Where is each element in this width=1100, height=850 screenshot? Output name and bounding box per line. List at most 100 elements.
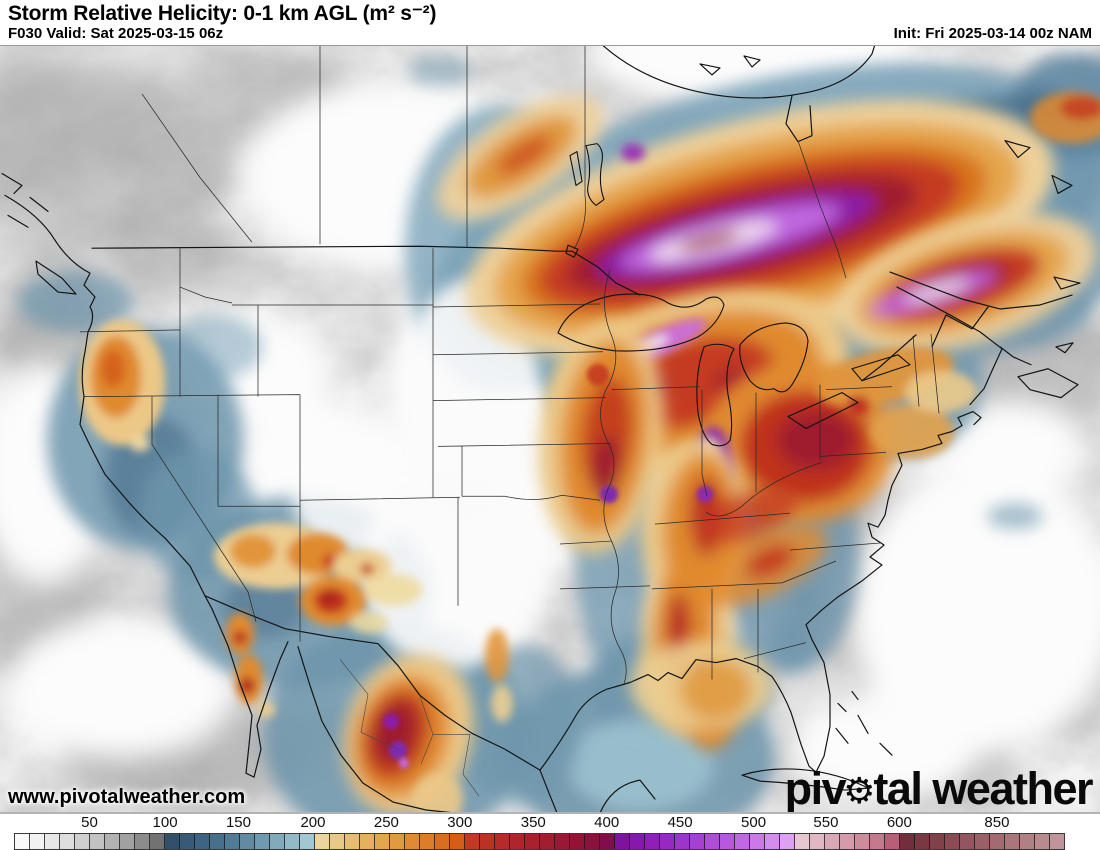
colorbar-swatch (750, 834, 765, 849)
logo-text-prefix: piv (784, 763, 847, 813)
mexico-state-lines (339, 659, 480, 797)
far-ne-patch (1030, 91, 1100, 144)
colorbar-swatch (720, 834, 735, 849)
colorbar-tick-label: 50 (81, 814, 98, 831)
colorbar-swatch (630, 834, 645, 849)
colorbar-swatch (510, 834, 525, 849)
helicity-map-canvas (0, 46, 1100, 813)
colorbar-swatches (14, 833, 1065, 850)
colorbar-swatch (90, 834, 105, 849)
state-border-layer (79, 46, 940, 684)
colorbar-tick-label: 350 (520, 814, 546, 831)
colorbar-tick-label: 500 (741, 814, 767, 831)
colorbar-swatch (585, 834, 600, 849)
colorbar-swatch (990, 834, 1005, 849)
colorbar-swatch (795, 834, 810, 849)
missouri-band (539, 319, 665, 554)
header: Storm Relative Helicity: 0-1 km AGL (m² … (0, 0, 1100, 45)
colorbar-swatch (195, 834, 210, 849)
colorbar-swatch (915, 834, 930, 849)
colorbar-swatch (30, 834, 45, 849)
colorbar-swatch (105, 834, 120, 849)
colorbar-swatch (825, 834, 840, 849)
colorbar-swatch (960, 834, 975, 849)
colorbar-swatch (390, 834, 405, 849)
colorbar-swatch (885, 834, 900, 849)
colorbar-swatch (735, 834, 750, 849)
colorbar-swatch (450, 834, 465, 849)
colorbar-tick-label: 550 (813, 814, 839, 831)
colorbar-swatch (540, 834, 555, 849)
gulf-coast-tan (630, 639, 774, 732)
colorbar-swatch (1050, 834, 1064, 849)
init-time-label: Init: Fri 2025-03-14 00z NAM (893, 25, 1092, 42)
valid-time-label: F030 Valid: Sat 2025-03-15 06z (8, 25, 224, 42)
colorbar-swatch (225, 834, 240, 849)
colorbar-swatch (600, 834, 615, 849)
colorbar-swatch (375, 834, 390, 849)
colorbar-swatch (300, 834, 315, 849)
colorbar-swatch (615, 834, 630, 849)
colorbar-tick-label: 400 (594, 814, 620, 831)
tn-purple-dot (697, 486, 713, 503)
colorbar-tick-label: 200 (300, 814, 326, 831)
colorbar-swatch (135, 834, 150, 849)
colorbar-tick-label: 100 (152, 814, 178, 831)
colorbar-swatch (570, 834, 585, 849)
colorbar-swatch (645, 834, 660, 849)
colorbar-tick-label: 300 (447, 814, 473, 831)
colorbar-swatch (765, 834, 780, 849)
mexico-minor-patches (413, 628, 513, 813)
colorbar-swatch (240, 834, 255, 849)
colorbar-swatch (315, 834, 330, 849)
colorbar-swatch (1020, 834, 1035, 849)
colorbar-swatch (1005, 834, 1020, 849)
colorbar-tick-label: 150 (225, 814, 251, 831)
coastline-layer (1, 46, 1081, 813)
mexico-purple-dots (383, 713, 409, 769)
west-tip-max (437, 95, 603, 220)
iowa-red-dot (587, 363, 609, 386)
colorbar-swatch (360, 834, 375, 849)
colorbar-swatch (525, 834, 540, 849)
colorbar: 50 100 150 200 250 300 350 400 450 500 550 600 850 (0, 812, 1100, 850)
colorbar-swatch (60, 834, 75, 849)
colorbar-swatch (1035, 834, 1050, 849)
colorbar-swatch (405, 834, 420, 849)
colorbar-swatch (435, 834, 450, 849)
colorbar-swatch (345, 834, 360, 849)
colorbar-swatch (660, 834, 675, 849)
colorbar-swatch (855, 834, 870, 849)
colorbar-swatch (75, 834, 90, 849)
colorbar-swatch (495, 834, 510, 849)
colorbar-swatch (15, 834, 30, 849)
colorbar-swatch (45, 834, 60, 849)
colorbar-swatch (150, 834, 165, 849)
pivotal-weather-logo: piv ⚙ tal weather (784, 763, 1094, 813)
colorbar-tick-label: 850 (984, 814, 1010, 831)
colorbar-swatch (120, 834, 135, 849)
colorbar-swatch (675, 834, 690, 849)
colorbar-swatch (420, 834, 435, 849)
colorbar-swatch (705, 834, 720, 849)
colorbar-swatch (255, 834, 270, 849)
colorbar-swatch (945, 834, 960, 849)
colorbar-tick-label: 600 (886, 814, 912, 831)
colorbar-swatch (210, 834, 225, 849)
colorbar-swatch (975, 834, 990, 849)
logo-text-suffix: tal weather (873, 763, 1093, 813)
page-title: Storm Relative Helicity: 0-1 km AGL (m² … (8, 2, 437, 25)
northeast-patches (816, 346, 977, 459)
colorbar-swatch (270, 834, 285, 849)
colorbar-swatch (480, 834, 495, 849)
colorbar-swatch (165, 834, 180, 849)
missouri-purple-dot (600, 485, 618, 504)
colorbar-swatch (870, 834, 885, 849)
western-patches (79, 319, 422, 718)
watermark-url: www.pivotalweather.com (8, 786, 246, 808)
colorbar-swatch (285, 834, 300, 849)
colorbar-swatch (840, 834, 855, 849)
colorbar-tick-label: 450 (667, 814, 693, 831)
colorbar-swatch (690, 834, 705, 849)
